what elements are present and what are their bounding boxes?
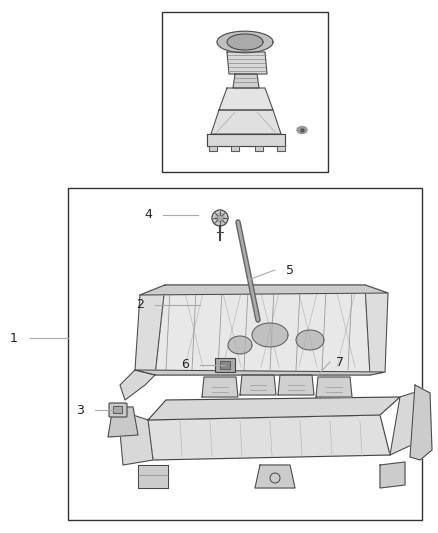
Polygon shape bbox=[410, 385, 432, 460]
Polygon shape bbox=[277, 146, 285, 151]
Circle shape bbox=[216, 214, 224, 222]
Text: 7: 7 bbox=[336, 356, 344, 368]
FancyBboxPatch shape bbox=[220, 361, 230, 369]
Polygon shape bbox=[120, 370, 155, 400]
Polygon shape bbox=[108, 407, 138, 437]
Polygon shape bbox=[118, 410, 153, 465]
Polygon shape bbox=[240, 375, 276, 395]
Polygon shape bbox=[207, 134, 285, 146]
Polygon shape bbox=[202, 377, 238, 397]
Polygon shape bbox=[296, 330, 324, 350]
Polygon shape bbox=[390, 390, 422, 455]
Polygon shape bbox=[209, 146, 217, 151]
Text: 4: 4 bbox=[144, 208, 152, 222]
Polygon shape bbox=[233, 74, 259, 88]
Polygon shape bbox=[316, 377, 352, 397]
Polygon shape bbox=[255, 146, 263, 151]
Polygon shape bbox=[227, 34, 263, 50]
FancyBboxPatch shape bbox=[113, 407, 123, 414]
Polygon shape bbox=[138, 465, 168, 488]
Polygon shape bbox=[231, 146, 239, 151]
Text: 6: 6 bbox=[181, 359, 189, 372]
Polygon shape bbox=[255, 465, 295, 488]
Bar bbox=[68, 188, 422, 520]
Polygon shape bbox=[380, 462, 405, 488]
Polygon shape bbox=[155, 285, 370, 375]
Text: 5: 5 bbox=[286, 263, 294, 277]
Polygon shape bbox=[227, 52, 267, 74]
FancyBboxPatch shape bbox=[215, 358, 235, 372]
Polygon shape bbox=[211, 110, 281, 134]
Text: 1: 1 bbox=[10, 332, 18, 344]
Polygon shape bbox=[217, 31, 273, 53]
Polygon shape bbox=[228, 336, 252, 354]
Polygon shape bbox=[148, 397, 400, 420]
Polygon shape bbox=[135, 285, 165, 375]
FancyBboxPatch shape bbox=[109, 403, 127, 417]
Polygon shape bbox=[219, 88, 273, 110]
Text: 3: 3 bbox=[76, 403, 84, 416]
Polygon shape bbox=[135, 370, 385, 375]
Polygon shape bbox=[140, 285, 388, 295]
Polygon shape bbox=[365, 285, 388, 375]
Ellipse shape bbox=[297, 126, 307, 133]
Polygon shape bbox=[252, 323, 288, 347]
Bar bbox=[162, 12, 328, 172]
Circle shape bbox=[212, 210, 228, 226]
Polygon shape bbox=[148, 415, 390, 460]
Polygon shape bbox=[278, 375, 314, 395]
Text: 2: 2 bbox=[136, 298, 144, 311]
